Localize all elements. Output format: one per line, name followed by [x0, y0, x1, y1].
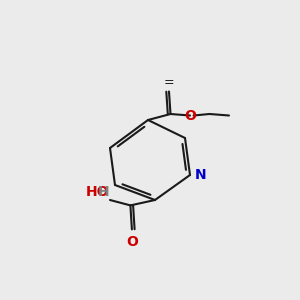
Text: O: O [126, 235, 138, 249]
Text: N: N [195, 168, 206, 182]
Text: H: H [98, 185, 109, 200]
Text: HO: HO [86, 185, 110, 200]
Text: O: O [184, 109, 196, 122]
Text: =: = [164, 76, 174, 89]
